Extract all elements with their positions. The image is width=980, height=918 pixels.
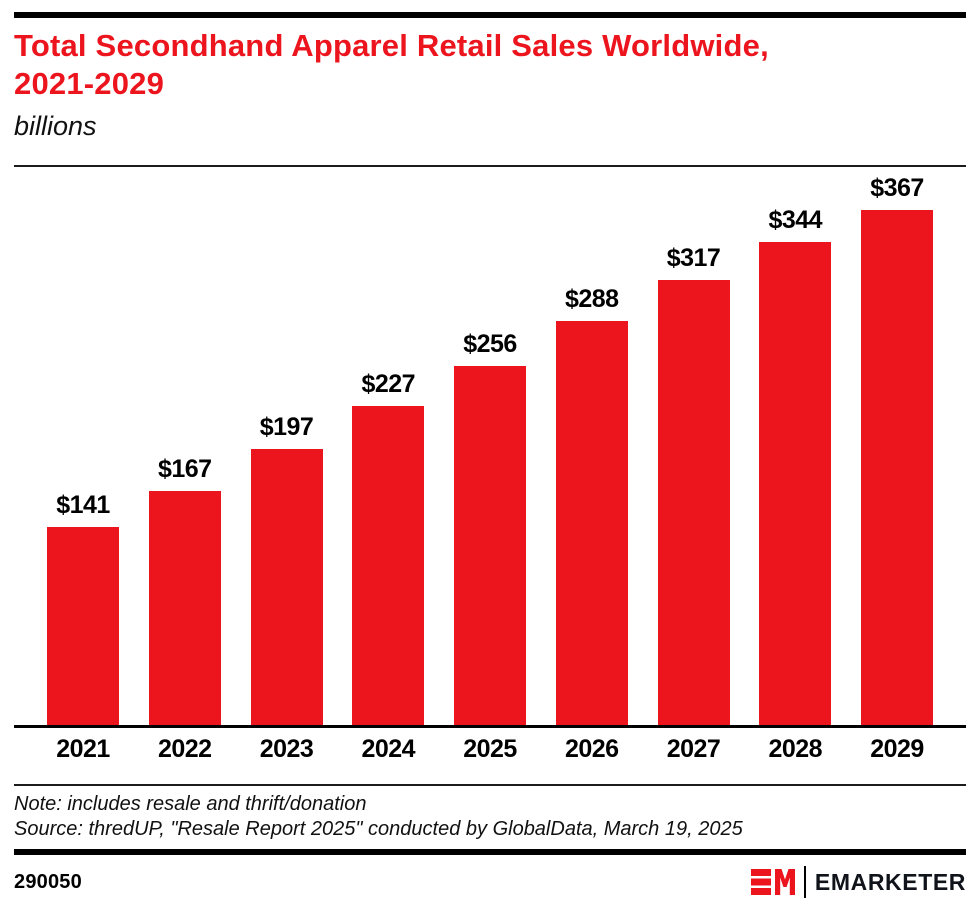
footnote-divider	[14, 784, 966, 786]
bar-column-2029: $367	[861, 174, 933, 725]
header-divider	[14, 165, 966, 167]
bar-value-label: $256	[463, 330, 517, 358]
footer: 290050 EMARKETER	[14, 866, 966, 898]
bar-2026	[555, 321, 628, 725]
bar-value-label: $167	[157, 455, 212, 483]
brand-wordmark: EMARKETER	[814, 868, 966, 895]
bar-2024	[352, 406, 425, 725]
x-axis-label-2029: 2029	[870, 735, 924, 763]
x-axis-label-2026: 2026	[564, 735, 619, 763]
bar-2028	[759, 242, 832, 725]
bar-column-2028: $344	[759, 206, 832, 725]
bar-column-2022: $167	[148, 455, 221, 725]
emarketer-em-mark-icon	[750, 869, 795, 895]
bar-column-2021: $141	[47, 491, 119, 725]
bar-value-label: $141	[56, 491, 110, 519]
x-axis-label-2025: 2025	[463, 735, 517, 763]
bar-2023	[250, 449, 323, 725]
bar-column-2025: $256	[454, 330, 526, 725]
logo-divider	[803, 866, 806, 898]
bar-column-2024: $227	[352, 370, 425, 725]
x-axis-label-2027: 2027	[666, 735, 721, 763]
x-axis-line	[14, 725, 966, 728]
bar-2022	[148, 491, 221, 725]
page-title-line1: Total Secondhand Apparel Retail Sales Wo…	[14, 28, 769, 63]
x-axis-label-2022: 2022	[157, 735, 212, 763]
bar-2027	[657, 280, 730, 725]
chart-subtitle-units: billions	[14, 111, 97, 141]
chart-id: 290050	[14, 870, 82, 893]
bar-column-2026: $288	[555, 285, 628, 725]
bar-2029	[861, 210, 933, 725]
note-line: Note: includes resale and thrift/donatio…	[14, 793, 367, 815]
x-axis-label-2024: 2024	[361, 735, 416, 763]
bar-2021	[47, 527, 119, 725]
bar-chart-plot-area: $141 $167 $197 $227 $256 $288 $317 $344 $367	[14, 167, 966, 725]
bar-value-label: $344	[768, 206, 823, 234]
bar-column-2023: $197	[250, 413, 323, 725]
page-title: Total Secondhand Apparel Retail Sales Wo…	[14, 27, 966, 103]
x-axis-labels-row: 2021 2022 2023 2024 2025 2026 2027 2028 2029	[14, 728, 966, 764]
bar-2025	[454, 366, 526, 725]
x-axis-label-2023: 2023	[259, 735, 314, 763]
top-border-bar	[14, 12, 966, 18]
bar-value-label: $197	[259, 413, 314, 441]
bar-value-label: $227	[361, 370, 416, 398]
x-axis-label-2028: 2028	[768, 735, 823, 763]
bar-value-label: $317	[666, 244, 721, 272]
bar-value-label: $288	[564, 285, 619, 313]
page-title-line2: 2021-2029	[14, 66, 165, 101]
x-axis-label-2021: 2021	[56, 735, 110, 763]
bar-column-2027: $317	[657, 244, 730, 725]
bottom-border-bar	[14, 849, 966, 855]
bar-value-label: $367	[870, 174, 924, 202]
source-line: Source: thredUP, "Resale Report 2025" co…	[14, 818, 743, 840]
footnotes: Note: includes resale and thrift/donatio…	[14, 792, 966, 842]
emarketer-logo: EMARKETER	[750, 866, 966, 898]
